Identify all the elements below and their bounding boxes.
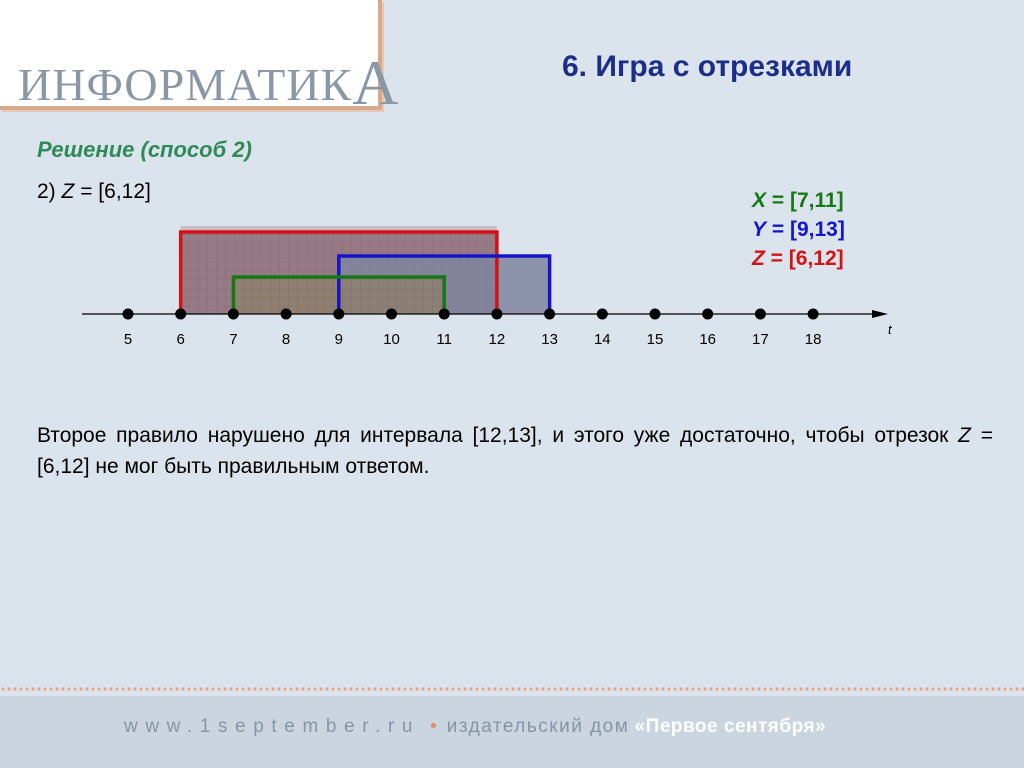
case-value: = [6,12] [80,180,151,203]
legend-y-text: = [9,13] [771,218,845,241]
axis-arrow [872,310,888,318]
tick-point-14 [596,308,608,320]
segment-x-outline [231,275,446,314]
tick-label-8: 8 [282,331,290,348]
explanation-part2: = [6,12] не мог быть правильным ответом. [37,424,993,478]
solution-subtitle: Решение (способ 2) [37,137,252,162]
legend-x-name: X [752,189,767,212]
tick-point-12 [491,308,503,320]
logo-last-letter: А [352,47,400,118]
tick-point-9 [333,308,345,320]
explanation-part1: Второе правило нарушено для интервала [1… [37,424,949,447]
header: ИНФОРМАТИКА 6. Игра с отрезками [0,0,1024,118]
case-prefix: 2) [37,180,56,203]
tick-label-16: 16 [699,331,716,348]
tick-label-6: 6 [177,331,185,348]
legend-x: X = [7,11] [752,186,845,215]
tick-label-13: 13 [541,331,558,348]
footer-separator: • [430,716,437,737]
explanation-text: Второе правило нарушено для интервала [1… [37,420,993,482]
tick-label-18: 18 [805,331,822,348]
tick-point-17 [754,308,766,320]
tick-label-12: 12 [489,331,506,348]
case-var: Z [61,180,75,203]
segment-z-outline [178,230,499,314]
legend-x-text: = [7,11] [771,189,844,212]
tick-point-5 [122,308,134,320]
footer-publisher: издательский дом [446,716,630,737]
tick-point-16 [702,308,714,320]
tick-point-7 [227,308,239,320]
legend-y: Y = [9,13] [752,215,845,244]
tick-point-11 [438,308,450,320]
legend: X = [7,11] Y = [9,13] Z = [6,12] [752,186,845,273]
tick-label-14: 14 [594,331,611,348]
legend-z-text: = [6,12] [770,247,844,270]
tick-point-10 [386,308,397,320]
logo-main: ИНФОРМАТИК [18,59,353,110]
explanation-var: Z [958,424,971,447]
footer-brand: «Первое сентября» [634,716,827,737]
footer-url: www.1september.ru [124,716,421,737]
tick-label-15: 15 [647,331,664,348]
case-line: 2) Z = [6,12] [37,180,151,204]
tick-label-10: 10 [383,331,400,348]
tick-label-5: 5 [124,331,132,348]
tick-label-7: 7 [229,331,237,348]
tick-point-6 [175,308,187,320]
tick-point-8 [280,308,292,320]
footer-text: www.1september.ru • издательский дом «Перв… [124,716,826,738]
legend-y-name: Y [752,218,767,241]
footer [0,696,1024,768]
tick-label-11: 11 [436,331,452,348]
tick-point-18 [807,308,819,320]
tick-label-9: 9 [335,331,343,348]
axis-label: t [888,322,893,337]
logo-text: ИНФОРМАТИКА [18,42,400,118]
legend-z-name: Z [752,247,765,270]
slide-title: 6. Игра с отрезками [562,50,853,83]
tick-label-17: 17 [752,331,769,348]
logo: ИНФОРМАТИКА [0,0,398,118]
number-line-diagram: t 5 6 7 8 9 10 11 12 13 14 15 16 17 18 [82,226,893,348]
legend-z: Z = [6,12] [752,244,845,273]
tick-point-13 [544,308,556,320]
tick-point-15 [649,308,661,320]
segment-y-outline [337,254,552,314]
footer-dotted-line [0,686,1024,692]
